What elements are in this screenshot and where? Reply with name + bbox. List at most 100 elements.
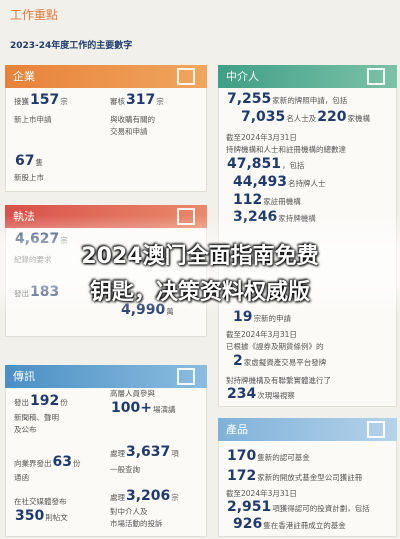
stat-line: 截至2024年3月31日 xyxy=(226,327,297,343)
stat-number: 350 xyxy=(15,508,45,524)
stat-text: 處理 xyxy=(110,449,125,458)
stat-number: 112 xyxy=(233,192,263,208)
stat-text: 隻 xyxy=(35,158,43,167)
stat-line: 與收購有關的 xyxy=(110,112,155,128)
stat-line: 處理3,206宗 xyxy=(110,488,179,506)
stat-number: 100+ xyxy=(111,400,152,416)
stat-text: 名持牌人士 xyxy=(288,179,326,188)
stat-line: 44,493名持牌人士 xyxy=(232,174,326,192)
stat-line: 高層人員參與 xyxy=(110,386,155,402)
stat-number: 234 xyxy=(227,386,257,402)
stat-text: ，包括 xyxy=(282,161,305,170)
section-header: 產品 xyxy=(218,418,397,441)
stat-text: 交易和申請 xyxy=(110,127,148,136)
stat-line: 截至2024年3月31日 xyxy=(226,486,297,502)
stat-text: 在社交媒體發布 xyxy=(14,497,67,506)
stat-line: 新上市申請 xyxy=(14,112,52,128)
section-header: 傳訊 xyxy=(5,365,207,388)
section-icon xyxy=(367,421,385,438)
stat-line: 截至2024年3月31日 xyxy=(226,130,297,146)
stat-number: 2 xyxy=(233,353,243,369)
stat-number: 67 xyxy=(15,153,35,169)
stat-number: 44,493 xyxy=(233,174,288,190)
stat-line: 2家虛擬資產交易平台發牌 xyxy=(232,353,326,371)
section-icon xyxy=(177,68,195,85)
stat-text: 份 xyxy=(60,398,68,407)
stat-text: 隻在香港註冊成立的基金 xyxy=(263,521,346,530)
stat-number: 3,206 xyxy=(126,488,171,504)
stat-text: 宗新的申請 xyxy=(253,314,291,323)
stat-text: 一般查詢 xyxy=(110,465,140,474)
stat-text: 則帖文 xyxy=(45,513,68,522)
page-title: 工作重點 xyxy=(10,8,59,22)
stat-text: 家註冊機構 xyxy=(263,197,301,206)
stat-text: 項 xyxy=(171,449,179,458)
stat-text: 審核 xyxy=(110,97,125,106)
stat-line: 交易和申請 xyxy=(110,124,148,140)
stat-text: 宗 xyxy=(171,493,179,502)
stat-text: 份 xyxy=(72,459,81,468)
stat-line: 發出192份 xyxy=(14,393,68,411)
stat-text: 市場活動的投訴 xyxy=(110,519,163,528)
stat-line: 100+場演講 xyxy=(110,400,175,418)
stat-text: 及公布 xyxy=(14,425,37,434)
stat-line: 對中介人及 xyxy=(110,504,148,520)
stat-text: 持牌機構和人士和註冊機構的總數達 xyxy=(226,145,346,154)
overlay-line: 钥匙，决策资料权威版 xyxy=(89,280,310,305)
stat-number: 7,255 xyxy=(227,91,272,107)
stat-number: 63 xyxy=(52,454,72,470)
stat-line: 在社交媒體發布 xyxy=(14,494,67,510)
section-header: 企業 xyxy=(5,65,207,88)
stat-text: 隻新的認可基金 xyxy=(257,453,310,462)
stat-line: 2,951項獲得認可的投資計劃，包括 xyxy=(226,499,370,517)
stat-number: 47,851 xyxy=(227,156,282,172)
stat-line: 接獲157宗 xyxy=(14,92,68,110)
stat-line: 對持牌機構及有聯繫實體進行了 xyxy=(226,373,331,389)
stat-text: 家新的開放式基金型公司獲註冊 xyxy=(257,473,363,482)
stat-number: 170 xyxy=(227,448,257,464)
stat-text: 家新的牌照申請，包括 xyxy=(272,96,348,105)
stat-text: 家機構 xyxy=(347,114,371,123)
stat-text: 處理 xyxy=(110,493,125,502)
stat-text: 向業界發出 xyxy=(14,459,52,468)
section-icon xyxy=(177,368,195,385)
stat-line: 7,035名人士及220家機構 xyxy=(240,109,370,127)
stat-number: 172 xyxy=(227,468,257,484)
stat-number: 7,035 xyxy=(241,109,286,125)
stat-line: 審核317宗 xyxy=(110,92,164,110)
stat-text: 截至2024年3月31日 xyxy=(226,133,297,142)
stat-number: 2,951 xyxy=(227,499,272,515)
stat-text: 項獲得認可的投資計劃，包括 xyxy=(272,504,370,513)
stat-line: 350則帖文 xyxy=(14,508,68,526)
stat-line: 持牌機構和人士和註冊機構的總數達 xyxy=(226,142,346,158)
stat-text: 次現場視察 xyxy=(257,391,295,400)
stat-line: 47,851，包括 xyxy=(226,156,305,174)
stat-text: 場演講 xyxy=(152,405,176,414)
stat-line: 已根據《證券及期貨條例》的 xyxy=(226,339,324,355)
subtitle: 2023-24年度工作的主要數字 xyxy=(10,41,133,51)
stat-text: 對中介人及 xyxy=(110,507,148,516)
section-icon xyxy=(367,68,385,85)
overlay-band xyxy=(0,215,400,315)
stat-number: 317 xyxy=(126,92,156,108)
stat-number: 3,637 xyxy=(126,444,171,460)
stat-line: 新股上市 xyxy=(14,170,44,186)
stat-number: 220 xyxy=(317,109,347,125)
stat-text: 截至2024年3月31日 xyxy=(226,489,297,498)
stat-text: 接獲 xyxy=(14,97,29,106)
stat-line: 926隻在香港註冊成立的基金 xyxy=(232,516,346,534)
stat-line: 處理3,637項 xyxy=(110,444,179,462)
stat-line: 及公布 xyxy=(14,422,37,438)
stat-text: 通函 xyxy=(14,473,29,482)
stat-line: 170隻新的認可基金 xyxy=(226,448,310,466)
stat-line: 新聞稿、聲明 xyxy=(14,410,59,426)
stat-text: 宗 xyxy=(156,97,164,106)
stat-text: 已根據《證券及期貨條例》的 xyxy=(226,342,324,351)
stat-line: 7,255家新的牌照申請，包括 xyxy=(226,91,347,109)
stat-text: 對持牌機構及有聯繫實體進行了 xyxy=(226,376,331,385)
stat-number: 926 xyxy=(233,516,263,532)
stat-text: 宗 xyxy=(60,97,68,106)
stat-line: 通函 xyxy=(14,470,29,486)
stat-text: 新上市申請 xyxy=(14,115,52,124)
